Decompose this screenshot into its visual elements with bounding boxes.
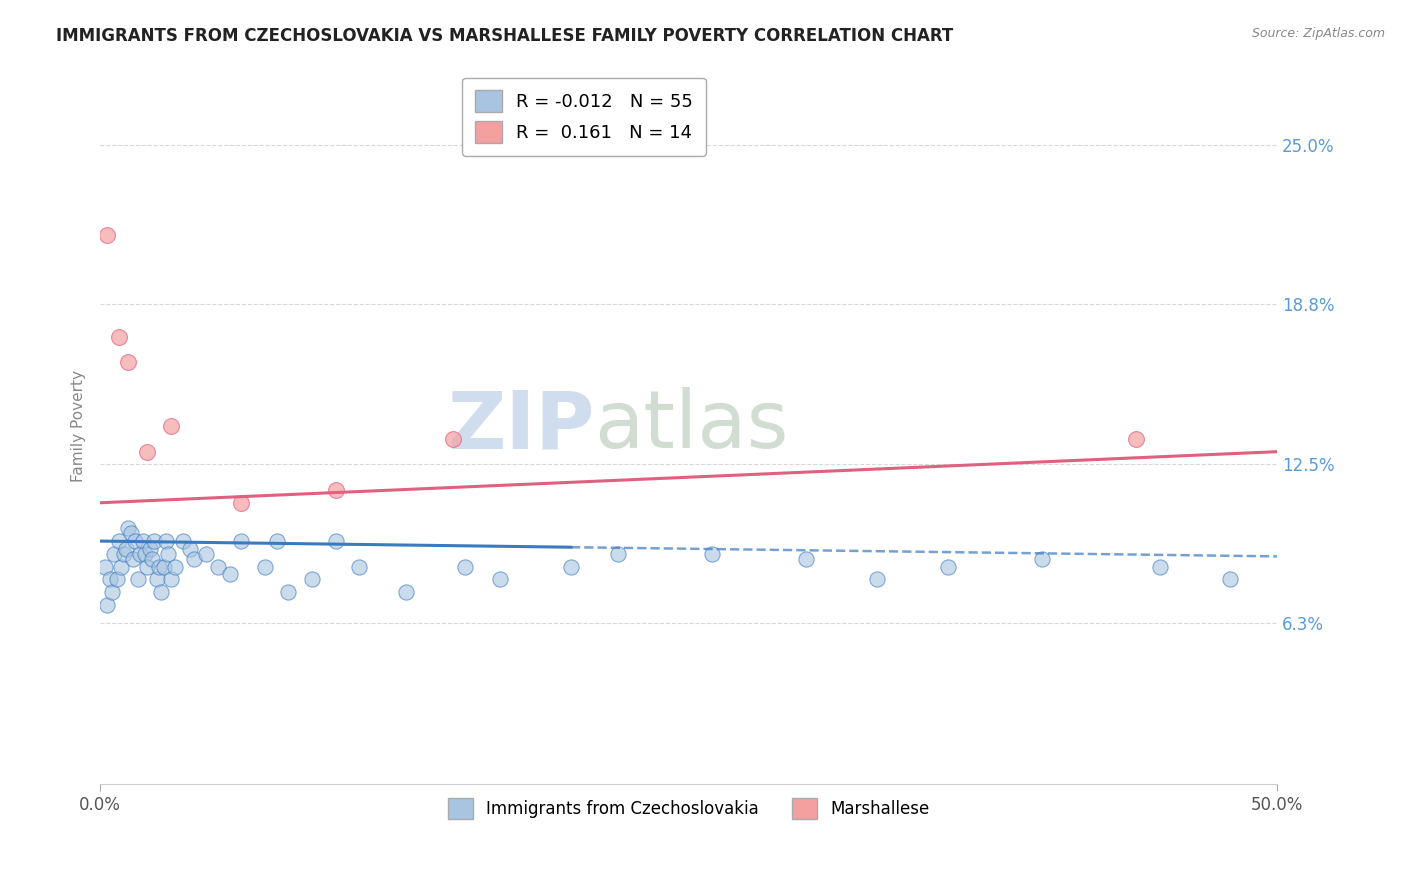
Point [105,573,128,587]
Text: Source: ZipAtlas.com: Source: ZipAtlas.com [1251,27,1385,40]
Point [134,547,156,561]
Point [136,559,159,574]
Point [277,585,299,599]
Point [796,552,818,566]
Point [607,547,630,561]
Point [94,559,117,574]
Point [129,547,152,561]
Point [1031,552,1053,566]
Point [148,559,170,574]
Point [207,559,229,574]
Point [124,534,146,549]
Point [1125,432,1147,446]
Point [489,573,512,587]
Point [152,559,174,574]
Text: IMMIGRANTS FROM CZECHOSLOVAKIA VS MARSHALLESE FAMILY POVERTY CORRELATION CHART: IMMIGRANTS FROM CZECHOSLOVAKIA VS MARSHA… [56,27,953,45]
Point [127,573,149,587]
Point [150,585,173,599]
Y-axis label: Family Poverty: Family Poverty [72,370,86,483]
Point [110,559,132,574]
Point [231,534,253,549]
Point [108,329,131,343]
Point [441,432,464,446]
Point [172,534,194,549]
Point [120,526,142,541]
Point [145,573,167,587]
Point [1149,559,1171,574]
Point [131,534,153,549]
Point [115,541,138,556]
Point [138,541,160,556]
Point [98,573,121,587]
Point [117,355,139,369]
Point [165,559,187,574]
Text: atlas: atlas [595,387,789,465]
Point [183,552,205,566]
Legend: Immigrants from Czechoslovakia, Marshallese: Immigrants from Czechoslovakia, Marshall… [441,792,936,825]
Point [141,552,163,566]
Point [1219,573,1241,587]
Point [155,534,177,549]
Point [560,559,582,574]
Point [301,573,323,587]
Point [96,227,118,242]
Point [231,496,253,510]
Point [395,585,418,599]
Point [325,534,347,549]
Point [218,567,240,582]
Point [325,483,347,497]
Point [157,547,180,561]
Point [103,547,125,561]
Point [122,552,145,566]
Point [101,585,124,599]
Point [936,559,959,574]
Point [454,559,477,574]
Point [96,598,118,612]
Point [266,534,288,549]
Point [112,547,135,561]
Point [159,573,181,587]
Point [195,547,218,561]
Point [108,534,131,549]
Point [159,419,181,434]
Point [347,559,370,574]
Point [117,521,139,535]
Point [143,534,166,549]
Point [136,444,159,458]
Point [702,547,724,561]
Point [253,559,276,574]
Text: ZIP: ZIP [447,387,595,465]
Point [179,541,201,556]
Point [866,573,889,587]
